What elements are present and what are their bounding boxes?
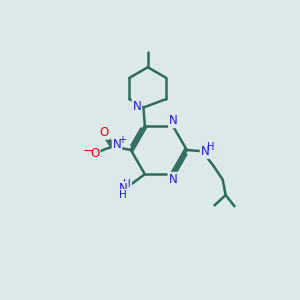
Text: H: H: [123, 179, 131, 189]
Text: H: H: [119, 190, 127, 200]
Text: N: N: [201, 145, 209, 158]
Text: N: N: [169, 114, 178, 127]
Text: H: H: [207, 142, 214, 152]
Text: −: −: [83, 145, 93, 158]
Text: N: N: [168, 173, 177, 186]
Text: N: N: [112, 138, 122, 151]
Text: N: N: [119, 182, 128, 195]
Text: O: O: [100, 126, 109, 139]
Text: O: O: [90, 147, 100, 160]
Text: N: N: [133, 100, 141, 112]
Text: +: +: [118, 135, 126, 145]
